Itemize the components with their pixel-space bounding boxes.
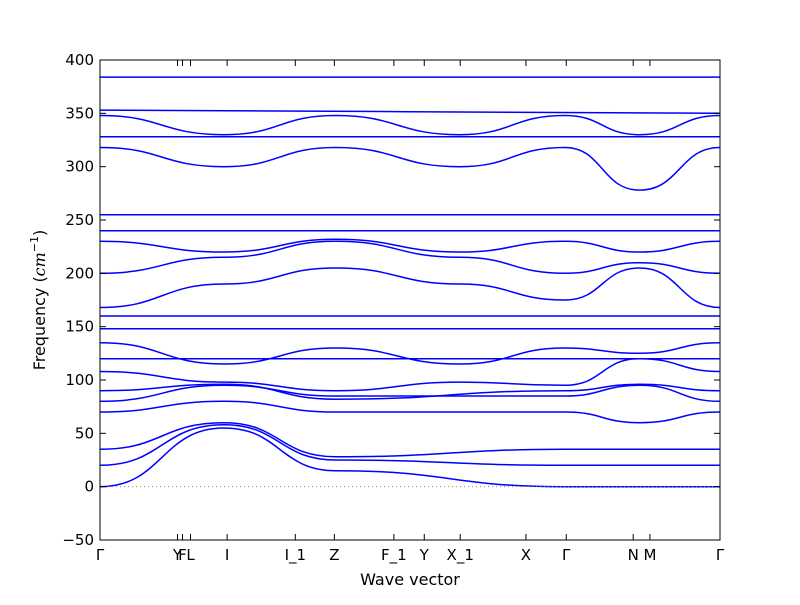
x-tick-label: Γ [562,546,571,564]
band-line [99,384,721,403]
x-tick-label: I_1 [285,546,306,565]
x-tick-label: Z [329,546,339,564]
band-line [99,267,721,309]
band-line [99,424,720,467]
y-axis: −50 0 50 100 150 200 250 300 350 400 [62,51,720,549]
x-tick-label: I [225,546,229,564]
y-axis-label-exponent: −1 [28,236,41,252]
x-tick-label: Y [419,546,430,564]
y-axis-label-suffix: ) [30,230,49,236]
x-tick-label: Γ [716,546,725,564]
y-tick-label: −50 [62,531,94,549]
x-tick-label: Γ [96,546,105,564]
y-tick-label: 350 [65,104,94,122]
x-tick-label: F [178,546,187,564]
band-line [99,421,720,458]
y-axis-label-prefix: Frequency ( [30,276,49,370]
band-line [99,238,721,253]
x-axis-label: Wave vector [360,570,460,589]
y-axis-label: Frequency (cm−1) [28,230,49,371]
y-tick-label: 250 [65,211,94,229]
x-tick-label: M [643,546,656,564]
x-tick-label: X_1 [447,546,474,565]
band-line [99,341,721,365]
y-tick-label: 100 [65,371,94,389]
band-line [99,400,721,424]
x-tick-label: X [521,546,531,564]
x-tick-label: Y [172,546,183,564]
x-tick-label: N [628,546,639,564]
band-line [99,146,721,191]
y-tick-label: 0 [84,478,94,496]
y-tick-label: 150 [65,318,94,336]
y-axis-label-unit: cm [30,252,49,276]
band-line [99,383,721,400]
band-line [99,240,721,275]
x-axis: Γ YF L I I_1 Z F_1 Y X_1 X Γ N M Γ [96,60,725,565]
band-line [99,109,721,115]
band-line [99,427,720,488]
x-tick-label: F_1 [381,546,407,565]
series-layer [99,76,721,488]
y-tick-label: 50 [75,424,94,442]
y-tick-label: 400 [65,51,94,69]
band-line [99,114,721,136]
y-tick-label: 200 [65,264,94,282]
x-tick-label: L [186,546,195,564]
y-tick-label: 300 [65,158,94,176]
plot-frame [99,59,721,541]
